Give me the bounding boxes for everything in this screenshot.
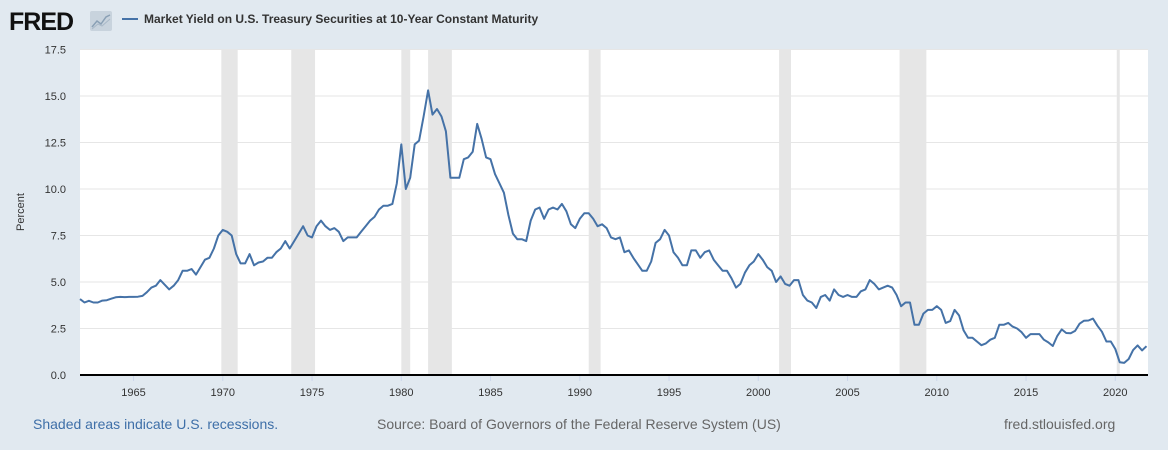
recession-band [401, 49, 411, 375]
recession-band [291, 49, 316, 375]
x-tick-label: 1970 [211, 387, 235, 399]
plot-area [80, 49, 1148, 375]
recession-band [221, 49, 238, 375]
site-link[interactable]: fred.stlouisfed.org [1004, 416, 1116, 432]
x-tick-label: 2010 [925, 387, 949, 399]
fred-logo[interactable]: FRED [9, 8, 74, 36]
y-axis-label: Percent [15, 193, 27, 231]
x-tick-label: 1965 [121, 387, 145, 399]
x-tick-label: 1975 [300, 387, 324, 399]
series-line [79, 89, 1148, 364]
line-chart: 0.0 2.5 5.0 7.5 10.0 12.5 15.0 17.5 1965 1970 1975… [15, 45, 1148, 399]
legend-label: Market Yield on U.S. Treasury Securities… [144, 12, 539, 26]
legend[interactable]: Market Yield on U.S. Treasury Securities… [122, 12, 538, 26]
y-tick-label: 2.5 [51, 324, 66, 336]
y-tick-label: 0.0 [51, 370, 66, 382]
recession-band [779, 49, 792, 375]
x-tick-label: 1990 [568, 387, 592, 399]
x-tick-label: 1995 [657, 387, 681, 399]
recession-note-link[interactable]: Shaded areas indicate U.S. recessions. [33, 416, 279, 432]
source-text: Source: Board of Governors of the Federa… [377, 416, 781, 432]
x-tick-label: 1985 [478, 387, 502, 399]
y-tick-label: 15.0 [45, 91, 66, 103]
x-tick-label: 1980 [389, 387, 413, 399]
x-tick-label: 2020 [1103, 387, 1127, 399]
recession-band [428, 49, 452, 375]
recession-band [588, 49, 601, 375]
x-tick-label: 2015 [1014, 387, 1038, 399]
x-tick-label: 2005 [835, 387, 859, 399]
y-tick-label: 10.0 [45, 184, 66, 196]
legend-swatch [122, 18, 138, 20]
recession-band [899, 49, 927, 375]
line-chart-icon [90, 11, 112, 31]
y-tick-label: 7.5 [51, 231, 66, 243]
y-tick-label: 17.5 [45, 45, 66, 57]
x-tick-label: 2000 [746, 387, 770, 399]
recession-band [1116, 49, 1120, 375]
y-tick-label: 5.0 [51, 277, 66, 289]
y-tick-label: 12.5 [45, 138, 66, 150]
